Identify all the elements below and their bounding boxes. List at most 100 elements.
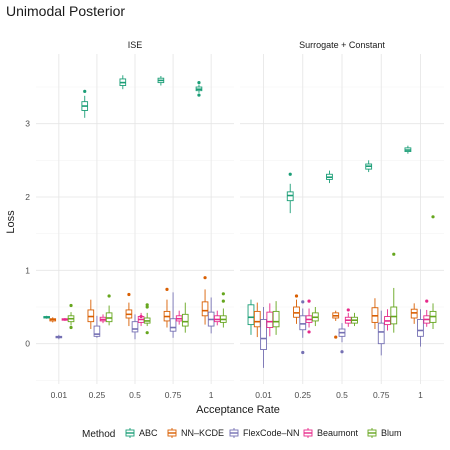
box-beaumont-0-5 xyxy=(344,308,352,327)
outlier-point xyxy=(431,215,435,219)
box-beaumont-0-25 xyxy=(99,314,107,324)
box-body xyxy=(266,311,274,328)
outlier-point xyxy=(301,300,305,304)
box-nn-kcde-0-01 xyxy=(49,317,57,323)
box-body xyxy=(247,304,255,326)
outlier-point xyxy=(139,314,143,319)
outlier-point xyxy=(145,305,149,309)
x-tick-label: 0.5 xyxy=(129,390,141,400)
box-blum-0-25 xyxy=(105,294,113,326)
box-beaumont-0-5 xyxy=(137,312,145,327)
box-beaumont-1 xyxy=(213,310,221,326)
box-flexcode-nn-0-5 xyxy=(131,314,139,340)
box-nn-kcde-0-5 xyxy=(125,292,133,327)
box-body xyxy=(390,306,398,325)
box-beaumont-1 xyxy=(423,299,431,327)
box-blum-0-5 xyxy=(143,303,151,335)
plot-layer: 0.01 0.25 0.5 0.75 1 0.01 0.25 0.5 0.75 1 0 1 2 3 xyxy=(25,54,444,400)
outlier-point xyxy=(288,172,292,176)
x-tick-label: 0.5 xyxy=(336,390,348,400)
outlier-point xyxy=(197,81,201,85)
legend-label: ABC xyxy=(139,428,158,438)
x-tick-label: 0.01 xyxy=(255,390,272,400)
outlier-point xyxy=(346,308,350,312)
outlier-point xyxy=(221,299,225,303)
box-nn-kcde-1 xyxy=(410,303,418,324)
box-nn-kcde-0-25 xyxy=(87,299,95,329)
outlier-point xyxy=(69,303,73,308)
box-body xyxy=(201,301,209,317)
chart-title: Unimodal Posterior xyxy=(6,3,125,19)
box-body xyxy=(260,319,267,350)
outlier-point xyxy=(203,276,207,280)
x-tick-label: 0.75 xyxy=(165,390,182,400)
outlier-point xyxy=(145,303,149,307)
outlier-point xyxy=(165,287,169,291)
outlier-point xyxy=(392,252,396,256)
outlier-point xyxy=(307,299,311,303)
box-abc-0-5 xyxy=(119,75,127,90)
outlier-point xyxy=(145,331,149,335)
y-axis-title: Loss xyxy=(5,210,17,234)
box-body xyxy=(169,318,177,332)
box-flexcode-nn-0-01 xyxy=(260,307,267,368)
y-tick-label: 2 xyxy=(25,192,30,202)
outlier-point xyxy=(197,93,201,97)
box-body xyxy=(181,313,189,327)
y-tick-label: 1 xyxy=(25,265,30,275)
y-tick-label: 3 xyxy=(25,119,30,129)
box-blum-1 xyxy=(429,215,437,329)
box-blum-0-75 xyxy=(181,302,189,333)
strip-label-ise: ISE xyxy=(128,40,143,50)
x-tick-label: 0.25 xyxy=(294,390,311,400)
strip-label-surrogate: Surrogate + Constant xyxy=(299,40,385,50)
outlier-point xyxy=(69,325,73,330)
box-beaumont-0-75 xyxy=(384,309,391,331)
box-nn-kcde-0-75 xyxy=(371,298,379,329)
x-tick-label: 1 xyxy=(209,390,214,400)
box-blum-0-01 xyxy=(67,303,75,330)
outlier-point xyxy=(127,292,131,297)
box-flexcode-nn-1 xyxy=(417,309,424,347)
box-beaumont-0-25 xyxy=(305,299,313,334)
outlier-point xyxy=(340,350,344,354)
box-abc-0-5 xyxy=(326,170,333,184)
box-blum-1 xyxy=(220,292,227,328)
strip-background-ise xyxy=(36,38,234,52)
box-flexcode-nn-0-75 xyxy=(169,292,177,338)
box-flexcode-nn-0-01 xyxy=(55,334,63,340)
box-blum-0-25 xyxy=(311,307,319,327)
legend-label: Blum xyxy=(381,428,402,438)
outlier-point xyxy=(334,335,338,339)
box-blum-0-75 xyxy=(390,252,398,333)
box-abc-0-75 xyxy=(365,160,373,173)
box-flexcode-nn-0-75 xyxy=(377,310,385,356)
box-abc-0-25 xyxy=(81,89,89,118)
box-flexcode-nn-0-25 xyxy=(93,315,101,338)
legend-label: FlexCode–NN xyxy=(243,428,300,438)
legend-entry-nn-kcde: NN–KCDE xyxy=(166,427,224,439)
box-abc-0-01 xyxy=(247,299,255,335)
outlier-point xyxy=(307,330,311,334)
legend-label: NN–KCDE xyxy=(181,428,224,438)
box-flexcode-nn-0-5 xyxy=(338,323,346,354)
box-body xyxy=(272,310,280,328)
box-beaumont-0-01 xyxy=(61,318,69,321)
x-tick-label: 0.25 xyxy=(89,390,106,400)
strip-background-surrogate xyxy=(240,38,444,52)
box-abc-1 xyxy=(195,81,203,97)
x-tick-label: 0.75 xyxy=(373,390,390,400)
outlier-point xyxy=(107,294,111,298)
legend-entry-blum: Blum xyxy=(366,427,402,439)
box-blum-0-01 xyxy=(272,301,280,335)
box-body xyxy=(377,322,385,345)
outlier-point xyxy=(301,350,305,355)
box-body xyxy=(417,319,424,337)
box-flexcode-nn-1 xyxy=(207,297,215,334)
box-nn-kcde-0-75 xyxy=(163,287,171,328)
outlier-point xyxy=(294,294,299,298)
box-body xyxy=(93,325,101,337)
box-nn-kcde-0-01 xyxy=(253,302,261,338)
box-abc-1 xyxy=(404,145,412,154)
box-abc-0-01 xyxy=(43,315,50,319)
